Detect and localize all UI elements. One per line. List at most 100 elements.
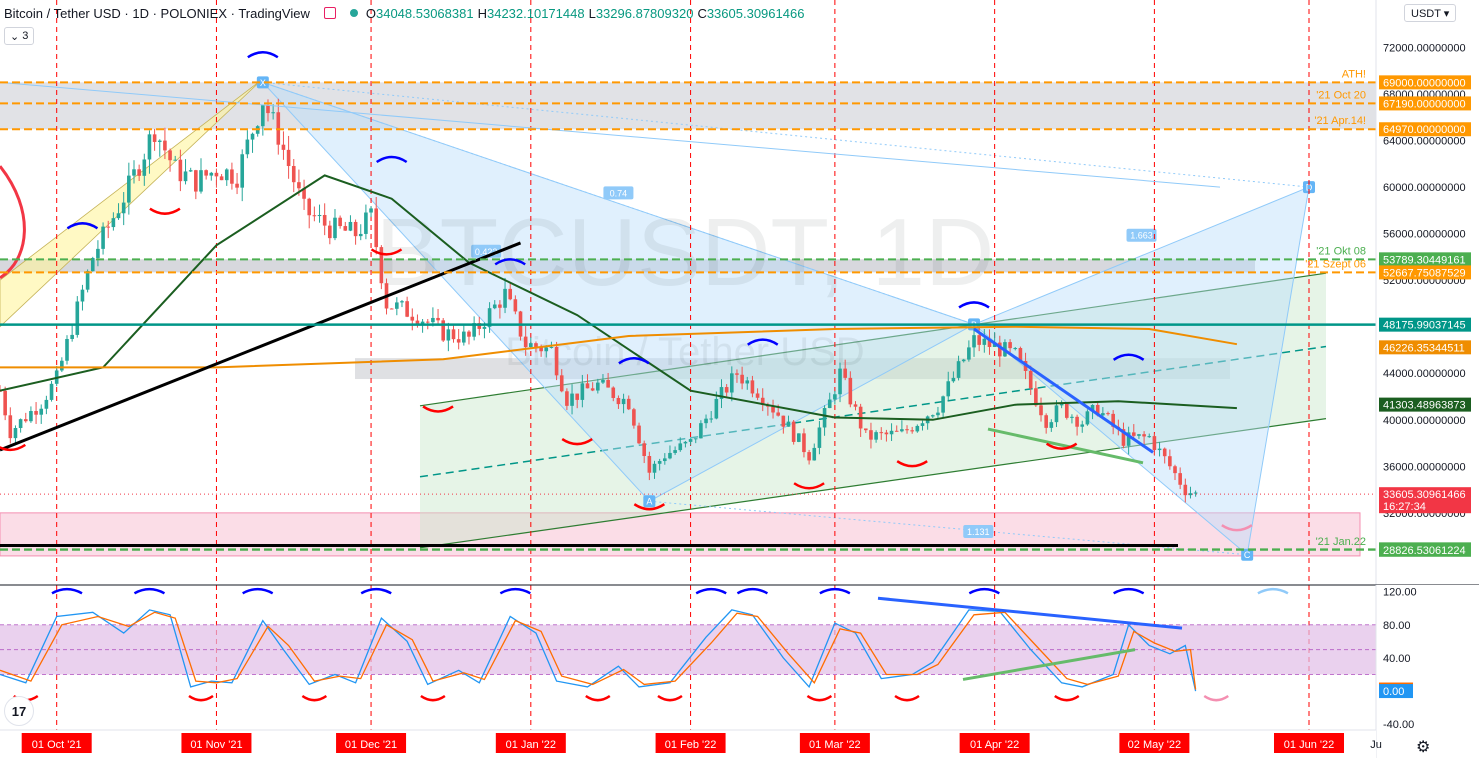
candle <box>400 301 404 303</box>
candle <box>1121 429 1126 446</box>
price-label-badge <box>1379 265 1471 280</box>
candle <box>1131 432 1136 436</box>
pattern-point-label: X <box>260 78 266 88</box>
candle <box>183 171 188 182</box>
candle <box>755 393 760 398</box>
osc-tick-label: -40.00 <box>1383 719 1414 731</box>
candle <box>137 169 141 176</box>
candle <box>838 368 842 395</box>
favorite-icon[interactable] <box>323 7 336 19</box>
candle <box>147 134 152 160</box>
candle <box>503 288 507 308</box>
candle <box>863 428 868 431</box>
pattern-point-badge <box>1303 181 1316 194</box>
tradingview-logo-icon[interactable]: 17 <box>4 696 34 726</box>
price-label-text: 41303.48963873 <box>1383 400 1466 412</box>
candle <box>884 432 889 435</box>
watermark-description: Bitcoin / Tether USD <box>505 330 864 374</box>
top-arc-marker <box>958 301 990 309</box>
candle <box>565 391 569 406</box>
date-label-text: 01 Dec '21 <box>345 739 397 751</box>
candle <box>1090 404 1095 412</box>
candle <box>905 429 909 431</box>
rising-channel <box>420 273 1326 548</box>
candle <box>704 418 708 424</box>
price-tick-label: 72000.00000000 <box>1383 42 1466 54</box>
chart-header: Bitcoin / Tether USD · 1D · POLONIEX · T… <box>4 4 808 22</box>
candle <box>467 331 471 337</box>
candle <box>358 233 363 237</box>
candle <box>379 247 384 284</box>
candle <box>173 159 178 161</box>
candle <box>348 221 353 231</box>
candle <box>1193 492 1198 494</box>
candle <box>833 394 837 400</box>
candle <box>544 347 549 352</box>
candle <box>745 380 750 384</box>
candle <box>3 390 7 416</box>
date-label-badge <box>495 733 566 753</box>
stoch-bottom-arc <box>806 694 833 702</box>
candle <box>111 218 116 228</box>
pattern-point-badge <box>643 495 656 508</box>
candle <box>410 316 415 321</box>
stoch-bottom-arc <box>894 694 920 702</box>
candle <box>1039 405 1043 416</box>
candle <box>771 406 775 413</box>
candle <box>513 299 518 312</box>
top-arc-marker <box>1112 353 1145 361</box>
candle <box>1142 434 1146 437</box>
candle <box>425 321 430 323</box>
indicators-collapse-button[interactable]: ⌄ 3 <box>4 27 35 45</box>
price-label-text: 69000.00000000 <box>1383 77 1466 89</box>
gear-icon[interactable]: ⚙ <box>1416 739 1431 756</box>
candle <box>1152 436 1157 451</box>
candle <box>894 430 899 432</box>
pattern-ratio-label: 1.131 <box>967 527 990 537</box>
stoch-top-arc <box>736 587 769 595</box>
candle <box>415 320 420 325</box>
candle <box>1049 422 1054 428</box>
candle <box>286 149 291 167</box>
resistance-zone <box>355 358 1230 380</box>
candle <box>987 338 992 347</box>
candle <box>997 342 1002 357</box>
price-label-badge <box>1379 122 1471 137</box>
candle <box>869 430 873 440</box>
candle <box>796 433 801 442</box>
candle <box>214 172 219 177</box>
date-label-text: 01 Oct '21 <box>32 739 82 751</box>
candle <box>1075 416 1079 427</box>
candle <box>364 212 368 234</box>
stoch-top-arc <box>695 587 727 595</box>
symbol-title[interactable]: Bitcoin / Tether USD · 1D · POLONIEX · T… <box>4 5 310 21</box>
candle <box>1173 466 1177 474</box>
candle <box>688 439 693 442</box>
candle <box>472 323 476 337</box>
price-label-text: 52667.75087529 <box>1383 267 1466 279</box>
candle <box>178 159 183 182</box>
candle <box>261 105 265 127</box>
price-label-badge <box>1379 96 1471 111</box>
candle <box>395 302 399 309</box>
stoch-green-trendline <box>962 648 1136 681</box>
price-tick-label: 36000.00000000 <box>1383 461 1466 473</box>
stoch-top-arc <box>51 587 83 595</box>
candle <box>626 398 631 410</box>
currency-select[interactable]: USDT ▾ <box>1404 4 1457 22</box>
top-arc-marker <box>494 258 526 266</box>
bottom-arc-marker <box>149 207 181 215</box>
bottom-arc-marker <box>896 460 928 468</box>
date-label-badge <box>799 733 870 753</box>
candle <box>96 248 100 258</box>
candle <box>786 421 791 427</box>
ma-dark-green <box>0 174 1237 421</box>
price-tick-label: 40000.00000000 <box>1383 415 1466 427</box>
date-label-text: 01 Feb '22 <box>665 739 717 751</box>
price-label-badge <box>1379 487 1471 514</box>
candle <box>477 323 482 329</box>
blue-downtrend-line <box>973 327 1154 454</box>
candle <box>668 452 672 459</box>
pattern-ratio-badge <box>1126 228 1157 242</box>
